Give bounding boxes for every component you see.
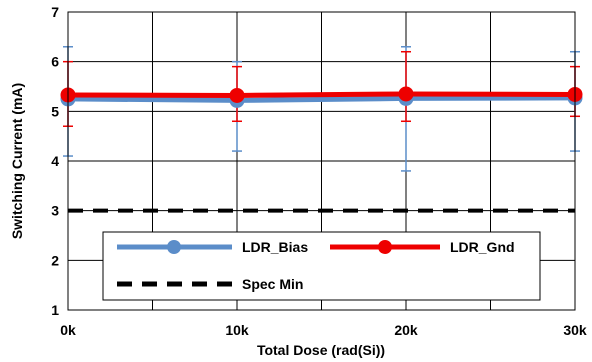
y-tick-label-5: 6 [51, 54, 59, 70]
y-tick-label-2: 3 [51, 203, 59, 219]
series-line-ldr-gnd [67, 91, 576, 98]
y-tick-label-4: 5 [51, 103, 59, 119]
y-tick-label-0: 1 [51, 302, 59, 318]
x-tick-label-2: 20k [394, 322, 418, 338]
data-point-ldr-gnd-2 [398, 86, 414, 102]
legend-marker-ldr-bias [167, 240, 181, 254]
x-tick-label-0: 0k [60, 322, 76, 338]
x-tick-labels: 0k 10k 20k 30k [60, 322, 587, 338]
plot-border [67, 11, 576, 311]
x-tick-label-3: 30k [563, 322, 587, 338]
series-lines [60, 86, 583, 213]
legend-marker-ldr-gnd [378, 240, 392, 254]
y-tick-label-6: 7 [51, 4, 59, 20]
y-axis-title: Switching Current (mA) [9, 83, 25, 239]
y-tick-label-3: 4 [51, 153, 59, 169]
x-tick-label-1: 10k [225, 322, 249, 338]
legend-label-spec-min: Spec Min [242, 276, 303, 292]
legend-label-ldr-gnd: LDR_Gnd [450, 239, 515, 255]
y-tick-labels: 1 2 3 4 5 6 7 [51, 4, 59, 318]
x-axis-title: Total Dose (rad(Si)) [257, 342, 385, 358]
series-line-ldr-bias [67, 95, 576, 103]
data-point-ldr-gnd-1 [229, 87, 245, 103]
y-tick-label-1: 2 [51, 252, 59, 268]
legend: LDR_Bias LDR_Gnd Spec Min [102, 231, 541, 301]
legend-label-ldr-bias: LDR_Bias [242, 239, 308, 255]
